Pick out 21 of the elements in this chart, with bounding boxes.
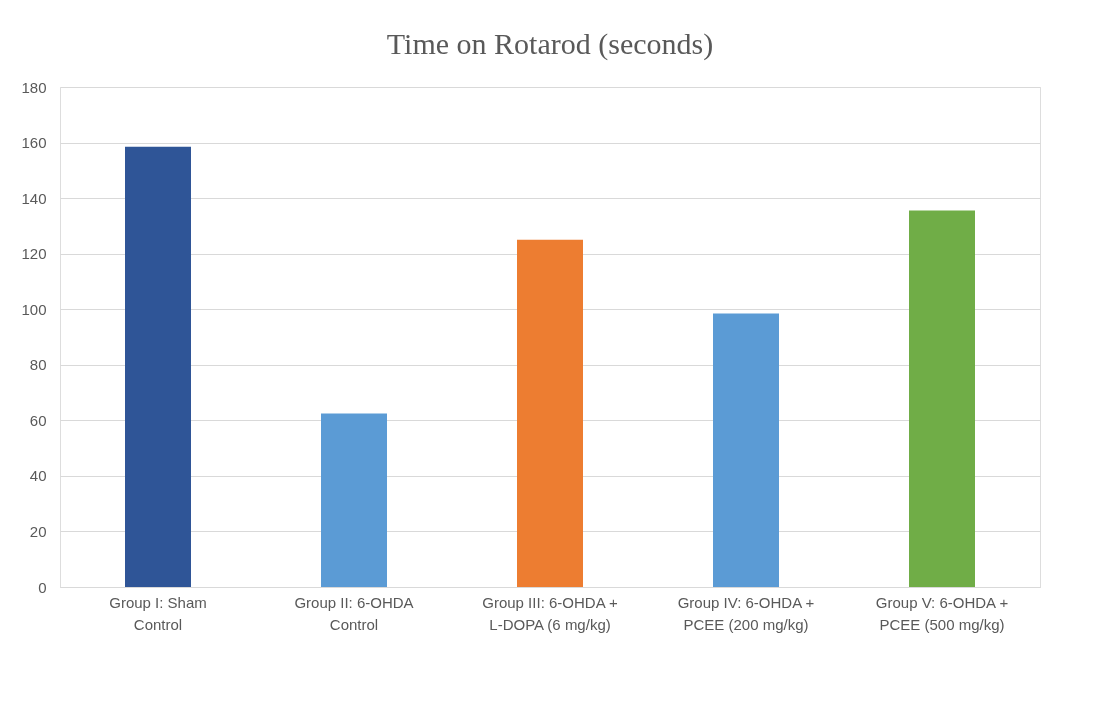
x-tick-label: Group I: Sham Control <box>109 593 207 633</box>
bar <box>909 210 975 587</box>
bar <box>321 413 387 587</box>
y-tick-label: 140 <box>21 189 47 207</box>
bar <box>517 239 583 587</box>
x-tick-label: Group IV: 6-OHDA + PCEE (200 mg/kg) <box>677 593 815 633</box>
y-tick-label: 80 <box>29 356 47 374</box>
x-tick-label: Group II: 6-OHDA Control <box>294 593 414 633</box>
y-tick-label: 120 <box>21 245 47 263</box>
x-tick-label: Group III: 6-OHDA + L-DOPA (6 mg/kg) <box>482 593 618 633</box>
y-tick-label: 0 <box>38 578 47 596</box>
y-tick-label: 60 <box>29 411 47 429</box>
y-tick-label: 100 <box>21 300 47 318</box>
y-tick-label: 160 <box>21 134 47 152</box>
bar <box>125 146 191 587</box>
y-tick-label: 180 <box>21 78 47 96</box>
y-tick-label: 40 <box>29 467 47 485</box>
y-tick-label: 20 <box>29 522 47 540</box>
bar <box>713 313 779 587</box>
chart-title: Time on Rotarod (seconds) <box>386 27 714 61</box>
x-tick-label: Group V: 6-OHDA + PCEE (500 mg/kg) <box>875 593 1009 633</box>
